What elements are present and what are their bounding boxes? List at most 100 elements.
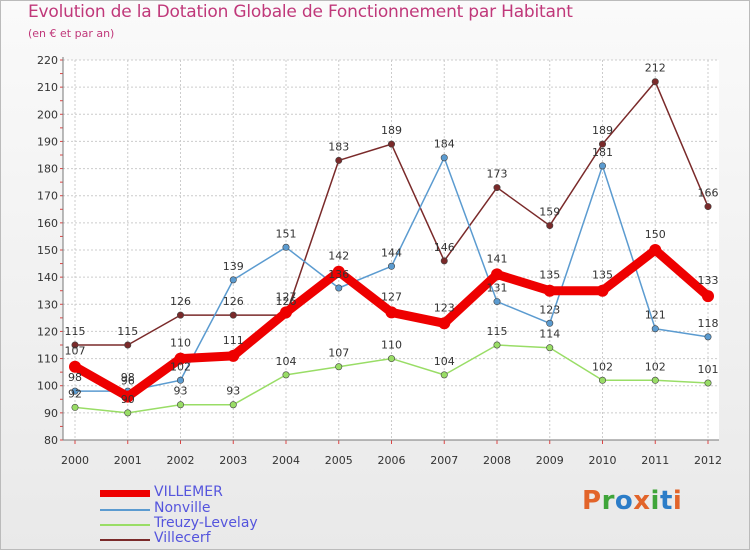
y-tick-label: 110 xyxy=(37,353,58,366)
data-label-villemer: 133 xyxy=(698,274,719,287)
data-point-villemer xyxy=(69,360,81,373)
data-label-villemer: 123 xyxy=(434,301,455,314)
data-label-nonville: 131 xyxy=(487,282,508,295)
data-label-nonville: 123 xyxy=(539,303,560,316)
data-point-villemer xyxy=(385,306,398,319)
legend-item-villecerf: Villecerf xyxy=(100,530,320,547)
x-tick-label: 2005 xyxy=(325,454,353,467)
y-tick-label: 80 xyxy=(44,434,58,447)
data-label-treuzy-levelay: 102 xyxy=(592,360,613,373)
y-tick-label: 210 xyxy=(37,81,58,94)
y-tick-label: 150 xyxy=(37,244,58,257)
x-tick-label: 2010 xyxy=(589,454,617,467)
x-tick-label: 2004 xyxy=(272,454,300,467)
legend-swatch-nonville xyxy=(100,509,150,511)
data-point-nonville xyxy=(704,333,712,341)
data-label-nonville: 102 xyxy=(170,360,191,373)
y-tick-label: 220 xyxy=(37,54,58,67)
y-tick-label: 190 xyxy=(37,135,58,148)
legend-item-treuzy-levelay: Treuzy-Levelay xyxy=(100,515,320,532)
data-label-treuzy-levelay: 92 xyxy=(68,387,82,400)
data-label-villemer: 110 xyxy=(170,337,191,350)
data-point-treuzy-levelay xyxy=(387,355,395,363)
y-tick-label: 90 xyxy=(44,407,58,420)
y-tick-label: 160 xyxy=(37,217,58,230)
legend-item-nonville: Nonville xyxy=(100,500,320,517)
y-tick-label: 120 xyxy=(37,325,58,338)
data-point-villemer xyxy=(543,284,556,297)
data-point-nonville xyxy=(546,319,554,327)
data-point-nonville xyxy=(598,162,606,170)
data-label-nonville: 184 xyxy=(434,138,455,151)
data-point-villecerf xyxy=(71,341,79,349)
data-point-villemer xyxy=(596,284,609,297)
data-label-villemer: 107 xyxy=(65,345,86,358)
data-point-treuzy-levelay xyxy=(335,363,343,371)
data-label-villemer: 96 xyxy=(121,375,135,388)
data-point-villemer xyxy=(491,268,503,281)
data-label-treuzy-levelay: 93 xyxy=(226,385,240,398)
data-point-villecerf xyxy=(177,311,185,319)
data-label-nonville: 181 xyxy=(592,146,613,159)
data-label-treuzy-levelay: 90 xyxy=(121,393,135,406)
x-tick-label: 2007 xyxy=(430,454,458,467)
y-tick-label: 140 xyxy=(37,271,58,284)
x-tick-label: 2012 xyxy=(694,454,722,467)
data-label-villecerf: 212 xyxy=(645,62,666,75)
data-label-villemer: 135 xyxy=(592,269,613,282)
x-tick-label: 2006 xyxy=(378,454,406,467)
data-point-nonville xyxy=(71,387,79,395)
legend-label-villemer: VILLEMER xyxy=(154,484,223,500)
data-point-nonville xyxy=(282,243,290,251)
data-point-villecerf xyxy=(387,140,395,148)
data-label-villemer: 142 xyxy=(328,250,349,263)
data-point-nonville xyxy=(440,154,448,162)
data-point-villecerf xyxy=(598,140,606,148)
data-point-treuzy-levelay xyxy=(651,376,659,384)
x-tick-label: 2009 xyxy=(536,454,564,467)
data-point-nonville xyxy=(335,284,343,292)
data-label-villecerf: 159 xyxy=(539,206,560,219)
data-label-treuzy-levelay: 104 xyxy=(434,355,455,368)
data-point-treuzy-levelay xyxy=(177,401,185,409)
data-point-treuzy-levelay xyxy=(704,379,712,387)
y-tick-label: 200 xyxy=(37,108,58,121)
legend-label-nonville: Nonville xyxy=(154,500,211,516)
data-label-villecerf: 126 xyxy=(170,295,191,308)
data-label-villecerf: 189 xyxy=(381,124,402,137)
data-point-villecerf xyxy=(440,257,448,265)
data-point-villecerf xyxy=(229,311,237,319)
data-point-villecerf xyxy=(546,222,554,230)
data-label-villecerf: 115 xyxy=(65,325,86,338)
data-label-nonville: 139 xyxy=(223,260,244,273)
y-tick-label: 100 xyxy=(37,380,58,393)
data-label-villemer: 111 xyxy=(223,334,244,347)
chart-subtitle: (en € et par an) xyxy=(28,27,115,40)
data-label-villecerf: 126 xyxy=(223,295,244,308)
data-point-treuzy-levelay xyxy=(71,403,79,411)
data-label-treuzy-levelay: 93 xyxy=(174,385,188,398)
data-point-treuzy-levelay xyxy=(598,376,606,384)
data-label-villemer: 141 xyxy=(487,252,508,265)
data-label-nonville: 151 xyxy=(276,227,297,240)
chart-title: Evolution de la Dotation Globale de Fonc… xyxy=(28,2,573,22)
data-point-villemer xyxy=(280,306,292,319)
x-tick-label: 2011 xyxy=(641,454,669,467)
data-label-villemer: 127 xyxy=(381,290,402,303)
data-point-treuzy-levelay xyxy=(124,409,132,417)
data-label-villecerf: 173 xyxy=(487,168,508,181)
data-label-nonville: 98 xyxy=(68,371,82,384)
data-point-treuzy-levelay xyxy=(493,341,501,349)
data-label-nonville: 144 xyxy=(381,246,402,259)
data-label-villemer: 135 xyxy=(539,269,560,282)
x-tick-label: 2002 xyxy=(167,454,195,467)
data-label-villecerf: 189 xyxy=(592,124,613,137)
x-tick-label: 2000 xyxy=(61,454,89,467)
data-label-treuzy-levelay: 101 xyxy=(698,363,719,376)
proxiti-logo: Proxiti xyxy=(582,486,683,516)
data-label-nonville: 136 xyxy=(328,268,349,281)
y-tick-label: 170 xyxy=(37,190,58,203)
data-point-nonville xyxy=(387,262,395,270)
data-label-villecerf: 115 xyxy=(117,325,138,338)
